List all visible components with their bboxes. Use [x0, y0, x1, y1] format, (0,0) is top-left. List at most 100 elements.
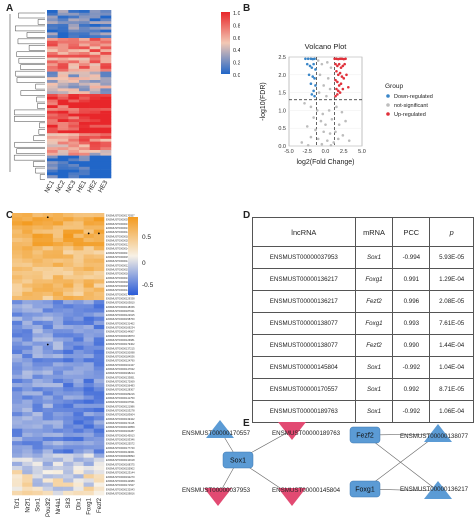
heatmap-cell — [22, 407, 33, 413]
heatmap-cell — [83, 370, 95, 376]
heatmap-cell — [12, 320, 23, 326]
heatmap-cell — [73, 457, 84, 463]
heatmap-cell — [42, 441, 54, 446]
heatmap-cell — [93, 337, 105, 342]
heatmap-cell — [42, 250, 54, 255]
volcano-plot-area: Volcano Plot 0.0 0.5 1.0 1.5 2.0 2.5 -5.0 -2.5 0.… — [260, 42, 433, 166]
heatmap-cell — [47, 57, 58, 61]
heatmap-cell — [68, 152, 80, 156]
data-point — [328, 87, 332, 91]
heatmap-cell — [57, 150, 69, 154]
heatmap-cell — [63, 391, 74, 396]
heatmap-cell — [52, 391, 64, 396]
heatmap-cell — [52, 213, 64, 218]
heatmap-cell — [52, 283, 64, 288]
heatmap-cell — [47, 77, 58, 81]
heatmap-cell — [73, 213, 84, 218]
heatmap-cell — [12, 345, 23, 351]
heatmap-cell — [83, 403, 95, 409]
heatmap-cell — [12, 358, 23, 363]
heatmap-cell — [63, 254, 74, 259]
lncrna-label: ENSMUST00000126681 — [106, 338, 135, 342]
heatmap-cell — [79, 116, 90, 120]
heatmap-cell — [73, 432, 84, 438]
heatmap-cell — [68, 105, 80, 109]
data-point — [345, 73, 348, 77]
heatmap-cell — [32, 324, 43, 330]
heatmap-cell — [89, 32, 101, 36]
dendrogram-branch — [13, 154, 45, 161]
heatmap-cell — [57, 175, 69, 179]
heatmap-cell — [83, 295, 95, 301]
heatmap-cell — [83, 445, 95, 450]
heatmap-cell — [89, 147, 101, 151]
header-p: p — [429, 217, 474, 247]
heatmap-cell — [100, 32, 112, 36]
heatmap-cell — [52, 295, 64, 301]
heatmap-cell — [63, 337, 74, 342]
heatmap-cell — [83, 217, 95, 222]
heatmap-cell — [83, 320, 95, 326]
color-scale-tick: 0.4 — [233, 48, 240, 54]
heatmap-cell — [68, 46, 80, 50]
heatmap-cell — [52, 403, 64, 409]
heatmap-cell — [32, 250, 43, 255]
heatmap-cell — [63, 258, 74, 264]
data-point — [330, 118, 334, 121]
heatmap-cell — [12, 391, 23, 396]
heatmap-cell — [100, 116, 112, 120]
heatmap-cell — [32, 341, 43, 347]
heatmap-cell — [57, 94, 69, 98]
heatmap-cell — [93, 482, 105, 488]
heatmap-cell — [68, 116, 80, 120]
heatmap-cell — [57, 82, 69, 86]
lncrna-node-label: ENSMUST00000170557 — [182, 430, 251, 437]
color-scale-tick: 0.6 — [233, 36, 240, 42]
heatmap-cell — [22, 329, 33, 334]
lncrna-label: ENSMUST00000189763 — [106, 234, 135, 238]
heatmap-cell — [100, 138, 112, 142]
data-point — [324, 123, 327, 126]
heatmap-cell — [63, 461, 74, 467]
heatmap-cell — [22, 428, 33, 434]
data-point — [329, 66, 333, 69]
heatmap-cell — [63, 341, 74, 347]
heatmap-cell — [93, 387, 105, 392]
heatmap-cell — [12, 378, 23, 384]
network-graph: Sox1 Fezf2 Foxg1 ENSMUST00000170557 ENSMUST0… — [182, 420, 469, 506]
heatmap-cell — [47, 141, 58, 145]
heatmap-cell — [73, 349, 84, 355]
heatmap-cell — [52, 262, 64, 268]
heatmap-cell — [32, 424, 43, 429]
heatmap-cell — [57, 74, 69, 78]
legend-title: Group — [385, 83, 403, 90]
heatmap-cell — [89, 71, 101, 75]
heatmap-cell — [89, 152, 101, 156]
heatmap-cell — [63, 262, 74, 268]
heatmap-cell — [52, 482, 64, 488]
heatmap-cell — [89, 122, 101, 126]
heatmap-cell — [83, 262, 95, 268]
heatmap-cell — [22, 337, 33, 342]
heatmap-cell — [22, 213, 33, 218]
heatmap-cell — [57, 35, 69, 39]
heatmap-cell — [68, 68, 80, 72]
heatmap-cell — [93, 486, 105, 492]
data-point — [347, 139, 351, 142]
heatmap-cell — [42, 457, 54, 463]
heatmap-cell — [47, 10, 58, 14]
heatmap-cell — [32, 337, 43, 342]
heatmap-cell — [68, 54, 80, 58]
heatmap-cell — [12, 416, 23, 421]
data-point — [320, 62, 324, 66]
heatmap-cell — [57, 15, 69, 19]
heatmap-cell — [22, 403, 33, 409]
heatmap-cell — [83, 287, 95, 293]
heatmap-cell — [93, 213, 105, 218]
heatmap-cell — [32, 242, 43, 247]
heatmap-cell — [22, 424, 33, 429]
heatmap-cell — [47, 94, 58, 98]
heatmap-cell — [83, 383, 95, 388]
heatmap-cell — [32, 428, 43, 434]
data-point — [337, 123, 341, 126]
